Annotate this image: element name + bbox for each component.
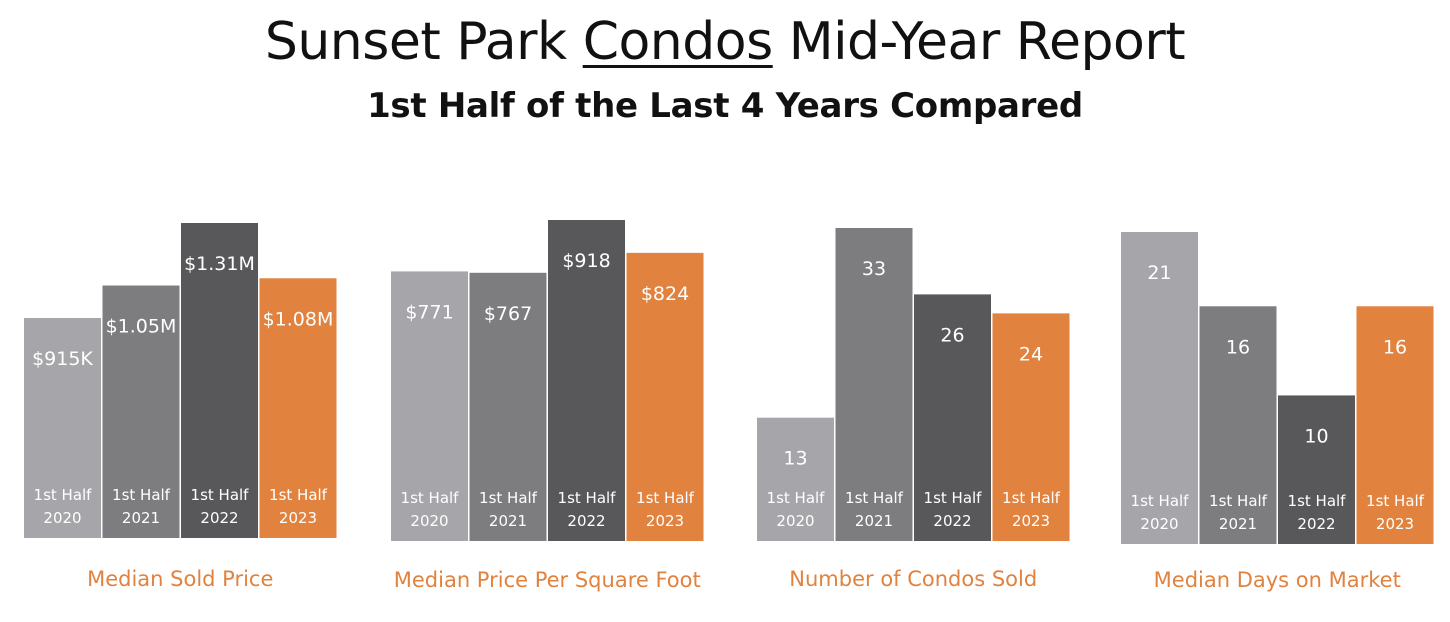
category-label: 1st Half 2022 [924,489,983,530]
category-label: 1st Half 2022 [558,489,617,530]
data-label: 10 [1304,425,1328,447]
bar [1278,395,1355,544]
data-label: 13 [783,448,807,470]
category-label: 1st Half 2023 [269,486,328,527]
bar-group: $1.31M 1st Half 2022 [181,223,258,538]
category-label: 1st Half 2023 [1002,489,1061,530]
bar-group: $915K 1st Half 2020 [24,317,101,538]
bar-group: $1.05M 1st Half 2021 [102,285,180,538]
data-label: $1.31M [184,253,255,275]
bar-group: $918 1st Half 2022 [548,220,625,541]
bar [1356,306,1434,544]
bar [1199,306,1277,544]
bar [835,228,913,541]
category-label: 1st Half 2021 [1209,492,1268,533]
bar [1121,232,1198,544]
title-prefix: Sunset Park [264,12,583,72]
bar-group: 16 1st Half 2023 [1356,306,1434,544]
bar-group: 10 1st Half 2022 [1278,395,1355,544]
chart-3: 13 1st Half 2020 33 1st Half 2021 26 1st Half 20… [757,228,1070,591]
bar [757,417,834,541]
bar [24,317,101,538]
chart-caption: Number of Condos Sold [789,567,1037,591]
data-label: 33 [862,258,886,280]
bar [181,223,258,538]
category-label: 1st Half 2020 [401,489,460,530]
category-label: 1st Half 2021 [112,486,171,527]
data-label: $1.05M [106,316,177,338]
data-label: $771 [405,301,453,323]
category-label: 1st Half 2022 [191,486,250,527]
title-suffix: Mid-Year Report [772,12,1186,72]
category-label: 1st Half 2020 [1131,492,1190,533]
bar [469,272,547,541]
category-label: 1st Half 2023 [1366,492,1425,533]
title-underlined-word: Condos [582,12,774,72]
bar [259,278,337,538]
chart-4: 21 1st Half 2020 16 1st Half 2021 10 1st Half 20… [1121,232,1434,592]
category-label: 1st Half 2020 [34,486,93,527]
bar-group: 21 1st Half 2020 [1121,232,1198,544]
data-label: 21 [1147,262,1171,284]
data-label: 24 [1019,343,1043,365]
bar-group: $771 1st Half 2020 [391,271,468,541]
bar-group: $824 1st Half 2023 [626,252,704,542]
chart-caption: Median Days on Market [1154,568,1401,592]
chart-caption: Median Price Per Square Foot [394,568,701,592]
data-label: 16 [1383,336,1407,358]
category-label: 1st Half 2022 [1288,492,1347,533]
data-label: $918 [562,250,610,272]
bar [626,252,704,542]
bar-group: $767 1st Half 2021 [469,272,547,541]
chart-caption: Median Sold Price [87,567,273,591]
data-label: $824 [641,283,689,305]
category-label: 1st Half 2023 [636,489,695,530]
bar [102,285,180,538]
report-subtitle: 1st Half of the Last 4 Years Compared [367,86,1083,126]
bar [391,271,468,541]
bar [992,313,1070,541]
bar-group: 33 1st Half 2021 [835,228,913,541]
category-label: 1st Half 2021 [845,489,904,530]
bar [914,294,991,541]
bar-group: $1.08M 1st Half 2023 [259,278,337,538]
bar-group: 16 1st Half 2021 [1199,306,1277,544]
category-label: 1st Half 2020 [767,489,826,530]
bar-group: 13 1st Half 2020 [757,417,834,541]
report-title: Sunset Park Condos Mid-Year Report [0,12,1450,72]
bar-group: 26 1st Half 2022 [914,294,991,541]
chart-2: $771 1st Half 2020 $767 1st Half 2021 $918 1st … [391,220,704,592]
data-label: $1.08M [263,308,334,330]
bar-group: 24 1st Half 2023 [992,313,1070,541]
bar [548,220,625,541]
data-label: 16 [1226,336,1250,358]
data-label: 26 [940,324,964,346]
data-label: $915K [32,348,93,370]
data-label: $767 [484,303,532,325]
category-label: 1st Half 2021 [479,489,538,530]
